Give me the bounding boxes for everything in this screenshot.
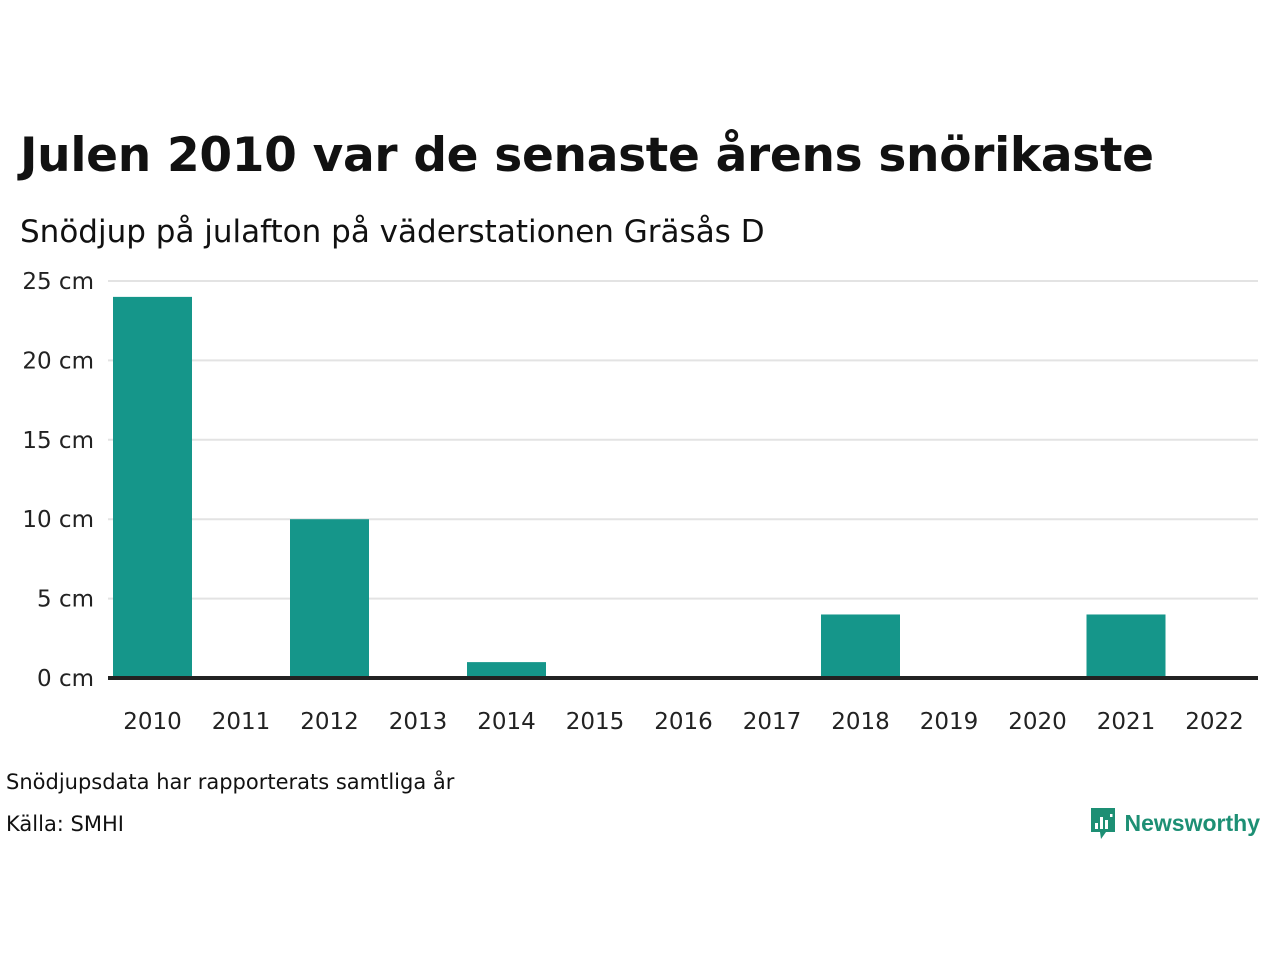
x-tick-label: 2019 bbox=[920, 709, 979, 735]
x-tick-label: 2020 bbox=[1008, 709, 1067, 735]
bar-2010 bbox=[113, 296, 192, 678]
y-tick-label: 25 cm bbox=[22, 269, 94, 295]
x-tick-label: 2022 bbox=[1185, 709, 1244, 735]
y-tick-label: 15 cm bbox=[22, 428, 94, 454]
x-axis-ticks: 2010 2011 2012 2013 2014 2015 2016 2017 2018 2019… bbox=[123, 709, 1244, 735]
x-tick-label: 2010 bbox=[123, 709, 182, 735]
chart-title: Julen 2010 var de senaste årens snörikas… bbox=[20, 128, 1154, 183]
newsworthy-logo-icon bbox=[1090, 808, 1115, 839]
y-tick-label: 10 cm bbox=[22, 507, 94, 533]
footer-note: Snödjupsdata har rapporterats samtliga å… bbox=[6, 770, 455, 794]
x-tick-label: 2011 bbox=[212, 709, 271, 735]
x-tick-label: 2015 bbox=[566, 709, 625, 735]
x-tick-label: 2014 bbox=[477, 709, 536, 735]
bar-2014 bbox=[467, 662, 546, 678]
y-tick-label: 20 cm bbox=[22, 348, 94, 374]
x-tick-label: 2013 bbox=[389, 709, 448, 735]
x-tick-label: 2021 bbox=[1097, 709, 1156, 735]
y-tick-label: 0 cm bbox=[37, 666, 94, 692]
bars bbox=[113, 296, 1166, 678]
brand-name: Newsworthy bbox=[1124, 809, 1260, 836]
y-tick-label: 5 cm bbox=[37, 587, 94, 613]
x-tick-label: 2012 bbox=[300, 709, 359, 735]
bar-2018 bbox=[821, 614, 900, 678]
bar-2021 bbox=[1086, 614, 1166, 678]
bar-2012 bbox=[290, 519, 369, 678]
chart-subtitle: Snödjup på julafton på väderstationen Gr… bbox=[20, 214, 765, 250]
x-tick-label: 2016 bbox=[654, 709, 713, 735]
x-tick-label: 2017 bbox=[743, 709, 802, 735]
gridlines bbox=[108, 280, 1258, 600]
newsworthy-logo: Newsworthy bbox=[1089, 806, 1260, 840]
y-axis-ticks: 0 cm 5 cm 10 cm 15 cm 20 cm 25 cm bbox=[22, 269, 94, 692]
footer-source: Källa: SMHI bbox=[6, 812, 124, 836]
x-tick-label: 2018 bbox=[831, 709, 890, 735]
